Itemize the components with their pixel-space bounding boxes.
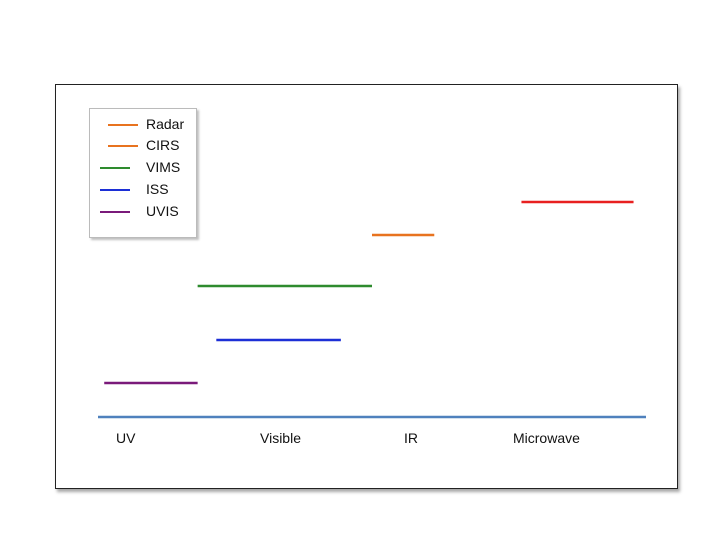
legend-label-cirs: CIRS bbox=[146, 137, 180, 153]
category-label-visible: Visible bbox=[260, 430, 301, 446]
category-label-ir: IR bbox=[404, 430, 418, 446]
legend-swatch-radar bbox=[108, 124, 138, 126]
legend-swatch-vims bbox=[100, 167, 130, 169]
legend-swatch-iss bbox=[100, 189, 130, 191]
category-label-uv: UV bbox=[116, 430, 136, 446]
legend-label-iss: ISS bbox=[146, 181, 169, 197]
category-labels: UV Visible IR Microwave bbox=[116, 430, 580, 446]
legend-swatch-uvis bbox=[100, 211, 130, 213]
legend-item-cirs: CIRS bbox=[90, 135, 196, 155]
legend-item-uvis: UVIS bbox=[90, 201, 196, 221]
bars-group bbox=[104, 200, 634, 385]
legend-label-uvis: UVIS bbox=[146, 203, 179, 219]
legend-label-radar: Radar bbox=[146, 116, 185, 132]
legend-swatch-cirs bbox=[108, 145, 138, 147]
legend: Radar CIRS VIMS ISS UVIS bbox=[89, 108, 197, 238]
legend-item-iss: ISS bbox=[90, 179, 196, 199]
legend-item-vims: VIMS bbox=[90, 157, 196, 177]
category-label-microwave: Microwave bbox=[513, 430, 580, 446]
legend-item-radar: Radar bbox=[90, 114, 196, 134]
legend-label-vims: VIMS bbox=[146, 159, 181, 175]
